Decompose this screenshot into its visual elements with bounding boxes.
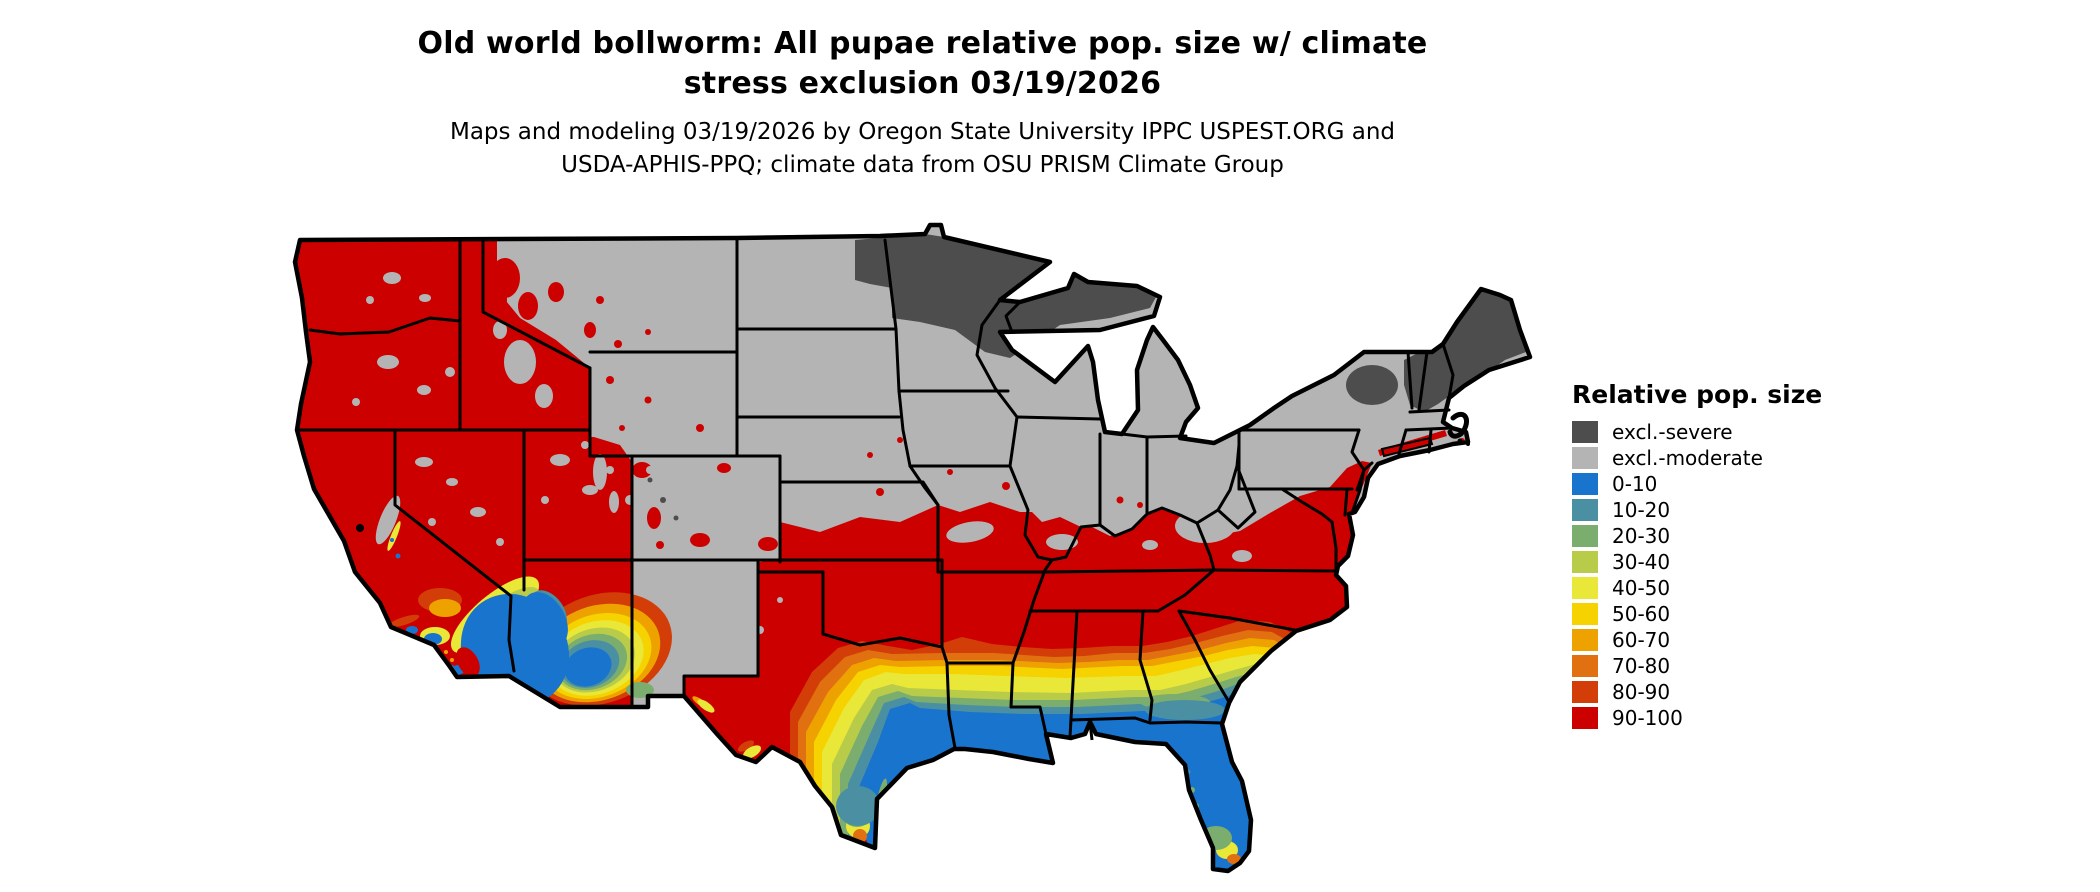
map-title-line1: Old world bollworm: All pupae relative p… xyxy=(417,26,1428,61)
legend-title: Relative pop. size xyxy=(1572,380,1823,409)
legend-item-label: 80-90 xyxy=(1612,680,1671,704)
legend-item: excl.-severe xyxy=(1572,420,1822,444)
legend-swatch-excl-severe xyxy=(1572,421,1598,443)
legend-item: 70-80 xyxy=(1572,654,1822,678)
legend-item: 60-70 xyxy=(1572,628,1822,652)
legend-rows: excl.-severe excl.-moderate 0-10 10-20 2… xyxy=(1572,420,1822,730)
excl-moderate-speckles xyxy=(352,272,1252,670)
legend-item-label: 90-100 xyxy=(1612,706,1683,730)
legend-item: 10-20 xyxy=(1572,498,1822,522)
legend-item: 20-30 xyxy=(1572,524,1822,548)
legend-item-label: 50-60 xyxy=(1612,602,1671,626)
legend-item: excl.-moderate xyxy=(1572,446,1822,470)
map-subtitle-line2: USDA-APHIS-PPQ; climate data from OSU PR… xyxy=(561,152,1284,178)
legend-item: 80-90 xyxy=(1572,680,1822,704)
coastal-details xyxy=(356,411,1470,741)
legend-swatch-70-80 xyxy=(1572,655,1598,677)
legend-swatch-20-30 xyxy=(1572,525,1598,547)
legend-item-label: excl.-moderate xyxy=(1612,446,1763,470)
legend-swatch-80-90 xyxy=(1572,681,1598,703)
legend-swatch-40-50 xyxy=(1572,577,1598,599)
legend-swatch-0-10 xyxy=(1572,473,1598,495)
legend-item: 90-100 xyxy=(1572,706,1822,730)
legend-swatch-90-100 xyxy=(1572,707,1598,729)
legend-swatch-30-40 xyxy=(1572,551,1598,573)
legend-item-label: 60-70 xyxy=(1612,628,1671,652)
legend-item: 30-40 xyxy=(1572,550,1822,574)
legend-item-label: 30-40 xyxy=(1612,550,1671,574)
legend-item: 40-50 xyxy=(1572,576,1822,600)
map-title-line2: stress exclusion 03/19/2026 xyxy=(683,66,1162,101)
legend-item: 0-10 xyxy=(1572,472,1822,496)
legend-item-label: 10-20 xyxy=(1612,498,1671,522)
legend-swatch-60-70 xyxy=(1572,629,1598,651)
legend-item-label: 0-10 xyxy=(1612,472,1658,496)
title-block: Old world bollworm: All pupae relative p… xyxy=(0,24,1845,104)
legend-swatch-10-20 xyxy=(1572,499,1598,521)
state-borders xyxy=(295,238,1455,750)
legend-swatch-excl-moderate xyxy=(1572,447,1598,469)
legend-swatch-50-60 xyxy=(1572,603,1598,625)
legend-item: 50-60 xyxy=(1572,602,1822,626)
pocket-accents-orange xyxy=(853,829,1250,864)
legend-item-label: 40-50 xyxy=(1612,576,1671,600)
legend-item-label: 20-30 xyxy=(1612,524,1671,548)
subtitle-block: Maps and modeling 03/19/2026 by Oregon S… xyxy=(0,116,1845,182)
legend-item-label: excl.-severe xyxy=(1612,420,1733,444)
legend: Relative pop. size excl.-severe excl.-mo… xyxy=(1572,380,1823,730)
legend-item-label: 70-80 xyxy=(1612,654,1671,678)
map-subtitle-line1: Maps and modeling 03/19/2026 by Oregon S… xyxy=(449,119,1396,145)
conus-outline xyxy=(292,222,1533,874)
